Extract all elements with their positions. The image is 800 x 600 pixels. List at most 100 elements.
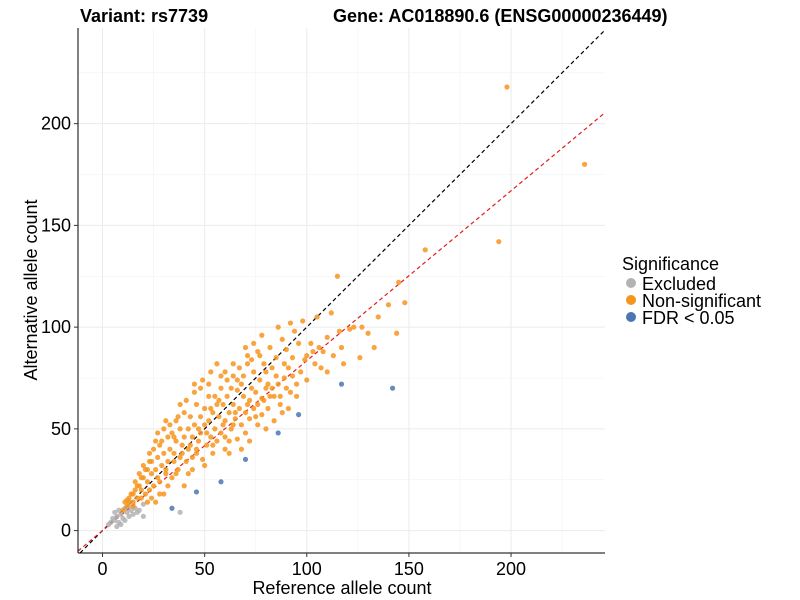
data-point-non-significant xyxy=(273,373,279,379)
data-point-non-significant xyxy=(155,454,161,460)
data-point-non-significant xyxy=(142,466,149,473)
data-point-excluded xyxy=(116,507,122,513)
data-point-non-significant xyxy=(230,373,236,379)
data-point-non-significant xyxy=(183,458,189,465)
data-point-non-significant xyxy=(261,397,267,403)
data-point-non-significant xyxy=(191,381,198,387)
data-point-non-significant xyxy=(242,409,249,416)
chart-title-variant: Variant: rs7739 xyxy=(80,6,208,26)
data-point-non-significant xyxy=(206,418,212,424)
data-point-non-significant xyxy=(226,438,232,444)
data-point-non-significant xyxy=(202,405,208,412)
data-point-non-significant xyxy=(181,434,187,440)
data-point-non-significant xyxy=(214,401,220,408)
data-point-non-significant xyxy=(195,426,202,432)
data-point-non-significant xyxy=(249,385,255,391)
data-point-non-significant xyxy=(120,507,126,513)
data-point-non-significant xyxy=(236,405,242,412)
data-point-non-significant xyxy=(324,369,330,375)
x-axis-label: Reference allele count xyxy=(252,578,431,598)
data-point-non-significant xyxy=(189,466,195,473)
data-point-non-significant xyxy=(277,401,283,408)
data-point-non-significant xyxy=(173,471,179,477)
data-point-non-significant xyxy=(148,495,155,501)
data-point-non-significant xyxy=(159,438,165,444)
data-point-non-significant xyxy=(224,393,230,399)
data-point-non-significant xyxy=(177,401,183,408)
data-point-non-significant xyxy=(226,450,232,456)
data-point-non-significant xyxy=(281,375,287,381)
data-point-non-significant xyxy=(216,414,222,420)
data-point-non-significant xyxy=(200,456,206,462)
data-point-non-significant xyxy=(338,344,345,351)
data-point-non-significant xyxy=(304,377,310,383)
data-point-non-significant xyxy=(228,385,234,391)
data-point-non-significant xyxy=(253,389,259,395)
x-axis-ticks: 0 50 100 150 200 xyxy=(98,553,526,579)
data-point-non-significant xyxy=(181,409,187,416)
data-point-non-significant xyxy=(385,302,392,308)
data-point-non-significant xyxy=(240,373,247,379)
data-point-non-significant xyxy=(161,426,167,432)
data-point-non-significant xyxy=(222,446,228,452)
data-point-non-significant xyxy=(134,483,140,489)
data-point-non-significant xyxy=(218,430,224,436)
data-point-non-significant xyxy=(212,393,218,399)
data-point-non-significant xyxy=(187,442,193,448)
data-point-non-significant xyxy=(130,503,136,509)
data-point-non-significant xyxy=(146,487,153,493)
data-point-non-significant xyxy=(269,365,275,371)
data-point-non-significant xyxy=(257,377,263,383)
data-point-non-significant xyxy=(214,361,220,367)
data-point-non-significant xyxy=(220,401,226,408)
data-point-non-significant xyxy=(130,499,136,505)
data-point-non-significant xyxy=(171,450,177,456)
data-point-non-significant xyxy=(193,401,200,408)
data-point-non-significant xyxy=(177,454,183,460)
data-point-non-significant xyxy=(504,84,510,90)
data-point-non-significant xyxy=(396,279,402,285)
data-point-non-significant xyxy=(165,434,171,440)
data-point-non-significant xyxy=(275,324,281,330)
data-point-non-significant xyxy=(244,401,251,408)
data-point-non-significant xyxy=(195,438,202,444)
reference-line-fit xyxy=(77,112,606,552)
data-point-excluded xyxy=(112,517,118,524)
data-point-non-significant xyxy=(246,397,253,403)
x-tick-label: 150 xyxy=(394,559,424,579)
data-point-non-significant xyxy=(169,430,175,436)
data-point-excluded xyxy=(124,509,130,515)
data-point-non-significant xyxy=(202,462,208,469)
data-point-non-significant xyxy=(330,353,336,359)
data-point-non-significant xyxy=(226,409,232,416)
data-point-fdr-0-05 xyxy=(275,430,281,436)
data-point-non-significant xyxy=(206,381,212,387)
data-point-non-significant xyxy=(238,381,245,387)
data-point-non-significant xyxy=(200,377,206,383)
data-point-non-significant xyxy=(189,454,195,460)
data-point-non-significant xyxy=(275,381,281,387)
data-point-non-significant xyxy=(296,340,302,347)
data-point-non-significant xyxy=(187,414,193,420)
legend-swatch-non-significant xyxy=(626,295,636,305)
data-point-non-significant xyxy=(138,475,144,481)
data-point-non-significant xyxy=(163,418,169,424)
data-point-non-significant xyxy=(371,344,377,351)
data-point-non-significant xyxy=(285,365,291,371)
data-point-non-significant xyxy=(210,442,216,448)
data-point-fdr-0-05 xyxy=(193,489,200,495)
data-point-non-significant xyxy=(242,344,249,351)
data-point-non-significant xyxy=(163,471,169,477)
data-points xyxy=(106,84,588,530)
data-point-non-significant xyxy=(146,458,153,465)
data-point-non-significant xyxy=(212,426,218,432)
data-point-non-significant xyxy=(273,355,279,361)
y-tick-label: 50 xyxy=(51,419,71,439)
data-point-non-significant xyxy=(336,328,343,334)
data-point-fdr-0-05 xyxy=(169,505,175,511)
data-point-non-significant xyxy=(234,436,240,442)
data-point-non-significant xyxy=(246,416,253,422)
data-point-non-significant xyxy=(246,438,253,444)
data-point-excluded xyxy=(114,523,120,530)
data-point-non-significant xyxy=(185,446,191,452)
